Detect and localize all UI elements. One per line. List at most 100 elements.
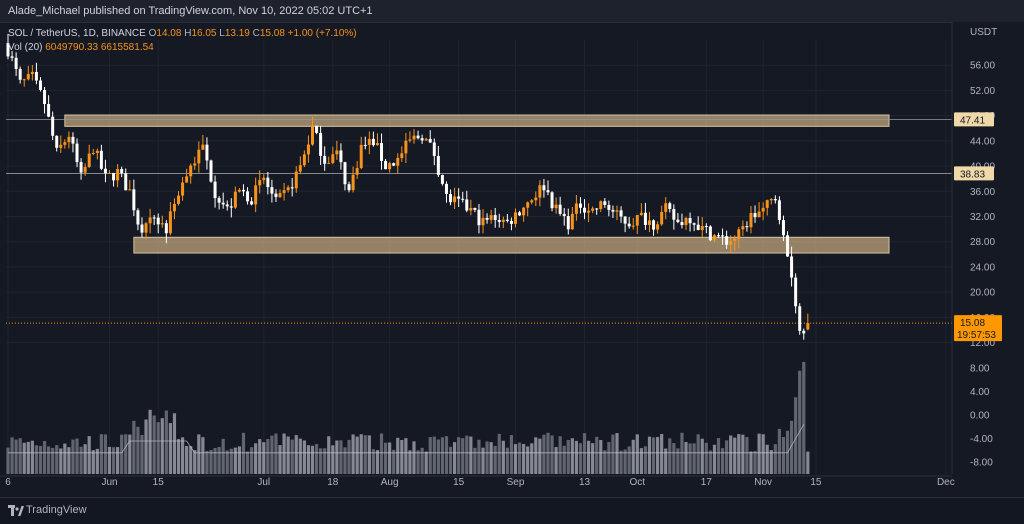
candle-body <box>43 89 47 105</box>
candle-body <box>562 213 566 217</box>
chart-canvas[interactable]: USDT56.0052.0048.0044.0040.0036.0032.002… <box>0 22 1024 497</box>
volume-bar <box>408 450 412 474</box>
candle-body <box>38 80 42 90</box>
volume-bar <box>371 449 375 474</box>
candle-body <box>652 220 656 230</box>
volume-bar <box>164 410 168 474</box>
candle-body <box>55 135 59 148</box>
candle-body <box>14 57 18 70</box>
candle-body <box>367 138 371 146</box>
volume-bar <box>761 434 765 474</box>
volume-bar <box>794 397 798 474</box>
candle-body <box>412 135 416 140</box>
candle-body <box>128 189 132 191</box>
candle-body <box>108 172 111 174</box>
volume-bar <box>440 437 445 474</box>
candle-body <box>769 199 773 201</box>
candle-body <box>71 136 75 144</box>
volume-bar <box>631 439 635 474</box>
volume-bar <box>379 433 384 474</box>
candle-body <box>355 168 359 175</box>
volume-bar <box>660 434 664 474</box>
candle-body <box>193 163 197 166</box>
legend-close: 15.08 <box>259 28 285 39</box>
candle-body <box>152 217 156 219</box>
volume-bar <box>193 450 197 474</box>
candle-body <box>664 203 668 212</box>
candle-body <box>400 153 404 158</box>
candlestick-series <box>6 33 810 340</box>
volume-bar <box>461 438 465 474</box>
volume-bar <box>286 436 290 474</box>
candle-body <box>469 207 473 211</box>
volume-bar <box>465 435 469 474</box>
candle-body <box>436 155 440 175</box>
volume-bar <box>554 447 558 474</box>
volume-bar <box>428 437 432 474</box>
volume-bar <box>189 446 193 474</box>
candle-body <box>241 189 245 192</box>
candle-body <box>428 138 432 143</box>
price-axis[interactable]: USDT56.0052.0048.0044.0040.0036.0032.002… <box>951 22 1024 497</box>
volume-bar <box>22 442 26 474</box>
candle-body <box>794 277 798 307</box>
volume-bar <box>566 439 570 474</box>
volume-bar <box>789 420 794 474</box>
time-tick-label: 13 <box>579 477 591 488</box>
volume-bar <box>404 438 408 474</box>
candle-body <box>335 150 339 155</box>
volume-tick-label: -8.00 <box>970 458 993 469</box>
candle-body <box>574 203 578 214</box>
volume-bar <box>75 438 79 474</box>
candle-body <box>294 171 298 189</box>
candle-body <box>656 224 660 230</box>
volume-bar <box>749 451 753 474</box>
candle-body <box>696 224 700 231</box>
volume-bar <box>416 450 420 474</box>
candle-body <box>668 203 672 209</box>
candle-body <box>733 238 737 241</box>
volume-bar <box>47 446 51 474</box>
candle-body <box>635 215 639 226</box>
support-resistance-zones <box>64 114 890 254</box>
candle-body <box>558 204 562 214</box>
volume-bar <box>213 447 217 474</box>
volume-bar <box>258 439 262 474</box>
time-axis[interactable]: 6 Jun 15 Jul 18 Aug 15 Sep 13 Oct 17 Nov 15 Dec <box>5 477 955 488</box>
candle-body <box>566 216 570 230</box>
legend-open: 14.08 <box>156 28 182 39</box>
volume-tick-label: 4.00 <box>970 387 990 398</box>
level-tag-label: 47.41 <box>960 115 985 126</box>
volume-bar <box>306 445 311 474</box>
volume-bar <box>769 450 773 474</box>
candle-body <box>700 226 704 231</box>
volume-bar <box>412 441 416 474</box>
time-tick-label: 15 <box>153 477 165 488</box>
candle-body <box>384 160 388 170</box>
candle-body <box>258 180 262 186</box>
volume-bar <box>574 440 578 474</box>
volume-bar <box>639 448 643 474</box>
time-tick-label: Aug <box>381 477 399 488</box>
candle-body <box>254 185 258 205</box>
candle-body <box>363 144 367 146</box>
volume-bar <box>741 434 745 474</box>
candle-body <box>140 224 144 233</box>
candle-body <box>737 229 741 239</box>
candle-body <box>729 240 733 245</box>
volume-bar <box>262 442 266 474</box>
volume-bar <box>160 418 164 474</box>
volume-bar <box>582 433 587 474</box>
volume-bar <box>343 447 347 474</box>
candle-body <box>518 212 522 216</box>
candle-body <box>708 226 712 241</box>
candle-body <box>181 182 185 196</box>
volume-bar <box>757 433 761 474</box>
candle-body <box>599 201 603 210</box>
level-tag <box>954 166 994 181</box>
horizontal-levels <box>6 118 952 324</box>
volume-bar <box>505 447 509 474</box>
candle-body <box>120 169 124 174</box>
candle-body <box>380 143 384 161</box>
candle-body <box>461 198 465 200</box>
